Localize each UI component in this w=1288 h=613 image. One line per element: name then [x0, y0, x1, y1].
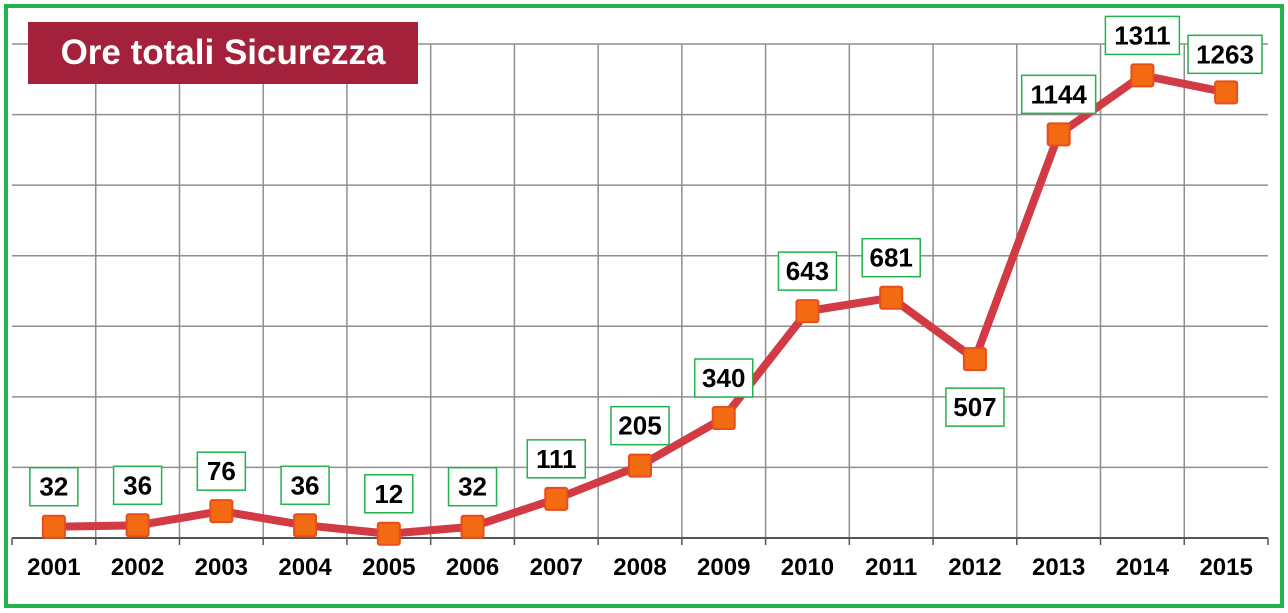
data-point-marker	[544, 486, 569, 511]
x-tick-label: 2006	[446, 554, 499, 581]
x-tick-label: 2013	[1032, 554, 1085, 581]
data-point-marker	[711, 406, 736, 431]
data-label-box	[364, 474, 414, 514]
data-point-marker	[962, 347, 987, 372]
data-label: 32	[39, 472, 68, 502]
x-tick-label: 2007	[530, 554, 583, 581]
x-axis	[11, 537, 1269, 545]
data-label-box	[861, 237, 921, 278]
x-tick-label: 2003	[195, 554, 248, 581]
x-tick-label: 2015	[1199, 554, 1252, 581]
data-label: 111	[536, 444, 577, 474]
data-markers	[41, 63, 1239, 546]
data-label: 36	[123, 470, 152, 500]
data-label: 1263	[1196, 39, 1254, 69]
data-label: 12	[374, 479, 403, 509]
data-label-box	[610, 405, 670, 446]
data-label: 1144	[1030, 79, 1087, 109]
data-label-box	[1187, 34, 1263, 75]
data-label: 1311	[1114, 20, 1170, 50]
data-point-marker	[879, 285, 904, 310]
data-point-marker	[1214, 80, 1239, 105]
x-tick-label: 2004	[278, 554, 332, 581]
data-point-marker	[293, 513, 318, 538]
data-label-box	[1104, 15, 1181, 56]
x-tick-label: 2005	[362, 554, 415, 581]
x-tick-label: 2002	[111, 554, 164, 581]
data-label: 340	[702, 363, 745, 393]
x-tick-label: 2010	[781, 554, 834, 581]
data-label-box	[29, 466, 79, 507]
x-tick-label: 2011	[865, 554, 917, 581]
x-tick-label: 2009	[697, 554, 750, 581]
data-point-marker	[125, 513, 150, 538]
chart-title: Ore totali Sicurezza	[60, 33, 386, 72]
data-label: 507	[953, 392, 996, 422]
data-label-box	[196, 451, 247, 491]
data-point-marker	[376, 521, 401, 546]
data-point-marker	[628, 453, 652, 478]
data-label-box	[526, 439, 587, 479]
data-point-marker	[1046, 122, 1071, 147]
data-point-marker	[209, 499, 234, 524]
data-label-box	[447, 466, 498, 507]
chart-title-box: Ore totali Sicurezza	[28, 22, 418, 84]
x-tick-label: 2001	[27, 554, 80, 581]
data-label: 681	[870, 243, 913, 273]
data-point-marker	[1130, 63, 1155, 88]
data-label-box	[1020, 74, 1097, 115]
data-label: 32	[458, 472, 487, 502]
x-tick-label: 2014	[1116, 554, 1170, 581]
data-label: 36	[291, 470, 320, 500]
data-label: 205	[618, 411, 661, 441]
data-point-marker	[460, 514, 485, 539]
data-point-marker	[41, 514, 66, 539]
data-label-box	[945, 387, 1005, 427]
x-tick-label: 2008	[613, 554, 666, 581]
data-labels: 32 36 76 36 12 32 111 205 340 643 681 507 1144 1311 12…	[29, 15, 1263, 514]
data-label-box	[777, 251, 838, 291]
data-label: 643	[786, 256, 829, 286]
data-label-box	[693, 358, 754, 398]
data-label: 76	[207, 456, 236, 486]
data-point-marker	[795, 299, 820, 324]
x-tick-label: 2012	[948, 554, 1001, 581]
grid-lines	[12, 43, 1268, 538]
data-label-box	[280, 465, 330, 506]
x-tick-labels: 2001 2002 2003 2004 2005 2006 2007 2008 2009 2010…	[27, 554, 1253, 581]
data-label-box	[112, 465, 163, 506]
